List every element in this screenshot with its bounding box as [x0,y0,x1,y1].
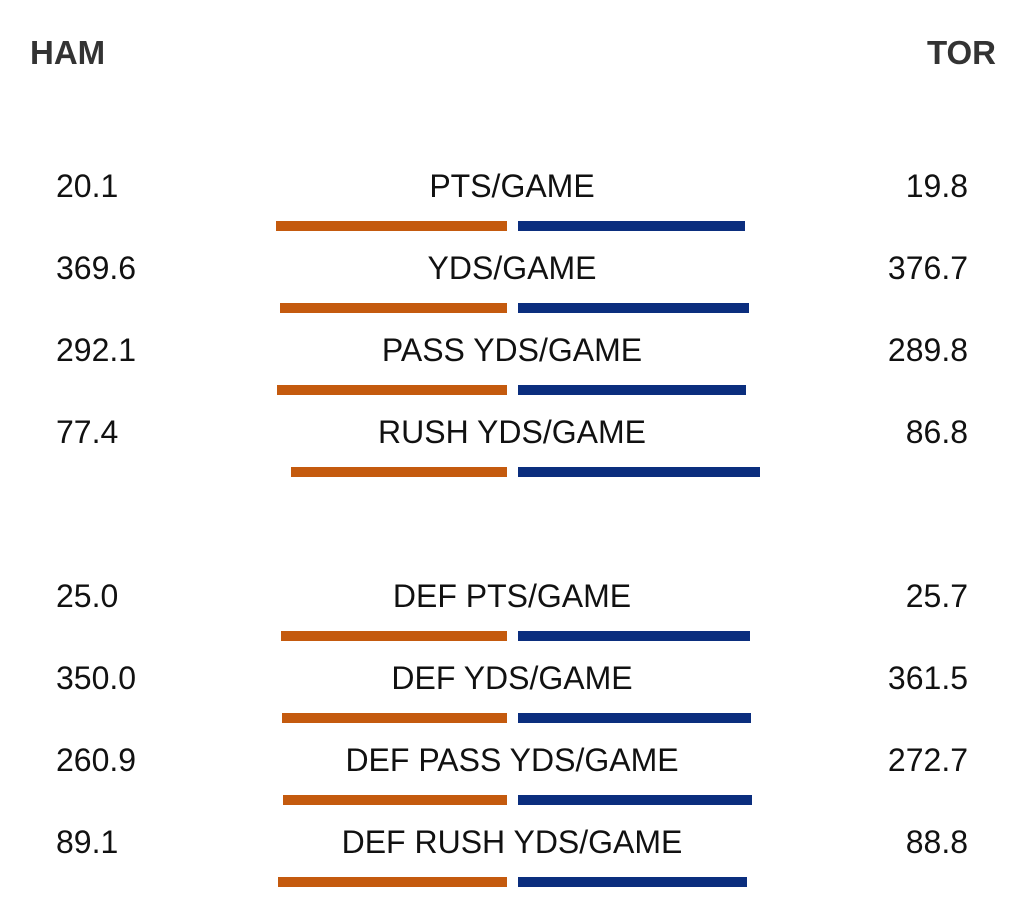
stat-label: DEF PTS/GAME [392,578,632,614]
away-bar [518,795,753,805]
away-team-label: TOR [926,34,996,71]
home-value: 350.0 [56,660,137,696]
away-value: 86.8 [905,414,968,450]
home-team-label: HAM [30,34,106,71]
home-bar [281,631,507,641]
away-value: 289.8 [887,332,968,368]
away-value: 376.7 [887,250,968,286]
home-bar [280,303,507,313]
away-bar [518,713,751,723]
away-bar [518,467,761,477]
home-value: 369.6 [56,250,137,286]
stat-label: YDS/GAME [427,250,597,286]
home-bar [277,877,507,887]
stat-row: 350.0 DEF YDS/GAME 361.5 [0,657,1024,739]
stat-row: 77.4 RUSH YDS/GAME 86.8 [0,411,1024,493]
stat-row: 25.0 DEF PTS/GAME 25.7 [0,575,1024,657]
home-value: 89.1 [56,824,119,860]
stat-row: 260.9 DEF PASS YDS/GAME 272.7 [0,739,1024,821]
home-value: 260.9 [56,742,137,778]
home-bar [277,385,507,395]
away-bar [518,877,747,887]
away-value: 272.7 [887,742,968,778]
home-bar [281,713,507,723]
home-bar [276,221,507,231]
away-value: 361.5 [887,660,968,696]
away-value: 88.8 [905,824,968,860]
stat-label: DEF YDS/GAME [391,660,633,696]
away-bar [518,221,746,231]
home-value: 77.4 [56,414,119,450]
home-value: 20.1 [56,168,119,204]
away-bar [518,303,750,313]
stat-row: 369.6 YDS/GAME 376.7 [0,247,1024,329]
stat-label: RUSH YDS/GAME [378,414,646,450]
home-bar [291,467,507,477]
stat-row: 292.1 PASS YDS/GAME 289.8 [0,329,1024,411]
home-value: 292.1 [56,332,137,368]
away-bar [518,385,747,395]
away-value: 25.7 [905,578,968,614]
home-value: 25.0 [56,578,119,614]
home-bar [283,795,507,805]
away-value: 19.8 [905,168,968,204]
stat-label: PTS/GAME [429,168,595,204]
stat-label: DEF PASS YDS/GAME [345,742,679,778]
stat-row: 89.1 DEF RUSH YDS/GAME 88.8 [0,821,1024,903]
stat-label: DEF RUSH YDS/GAME [341,824,683,860]
stat-label: PASS YDS/GAME [381,332,643,368]
away-bar [518,631,751,641]
stat-row: 20.1 PTS/GAME 19.8 [0,165,1024,247]
